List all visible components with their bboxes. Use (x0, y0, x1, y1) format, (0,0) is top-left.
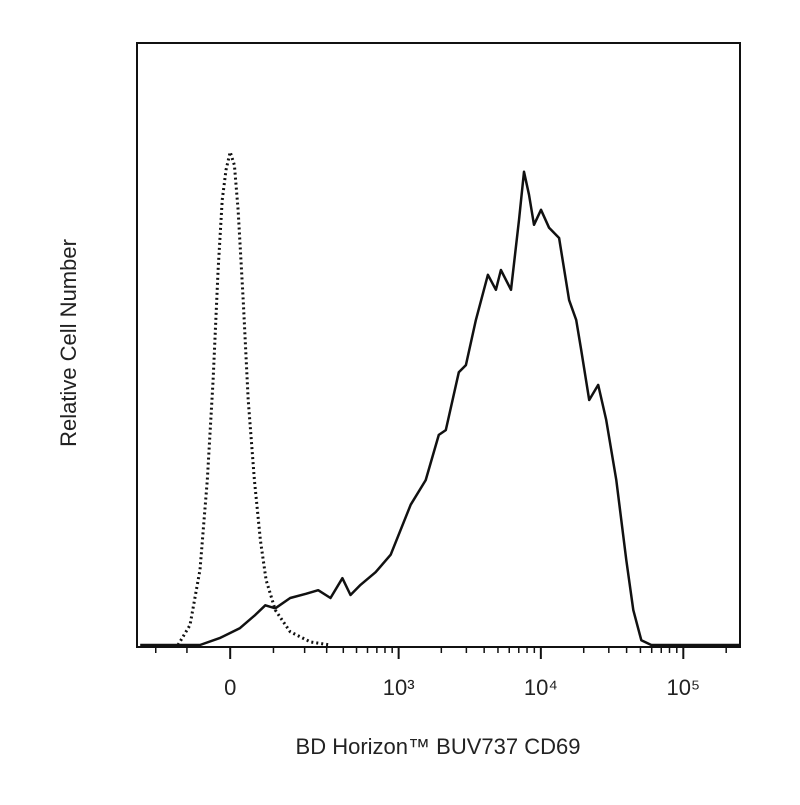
y-axis-label: Relative Cell Number (56, 239, 81, 447)
plot-frame (136, 42, 741, 648)
x-axis-label: BD Horizon™ BUV737 CD69 (296, 734, 581, 759)
x-tick-label: 10⁵ (667, 675, 701, 700)
x-tick-label: 0 (224, 675, 236, 700)
histogram-curve (140, 170, 740, 647)
x-tick-label: 10³ (383, 675, 415, 700)
x-tick-label: 10⁴ (524, 675, 558, 700)
histogram-curve (176, 150, 331, 647)
